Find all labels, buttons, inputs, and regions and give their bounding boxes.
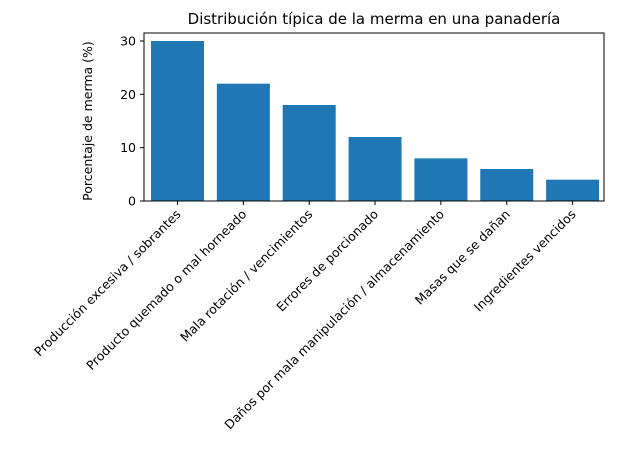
y-tick-label: 20 bbox=[120, 87, 136, 102]
bar bbox=[216, 83, 270, 201]
x-tick-label: Mala rotación / vencimientos bbox=[177, 207, 315, 345]
bar bbox=[414, 158, 468, 201]
bars-group bbox=[151, 41, 600, 201]
x-tick-label: Daños por mala manipulación / almacenami… bbox=[221, 207, 447, 433]
plot-frame bbox=[143, 32, 605, 202]
bar bbox=[348, 137, 402, 201]
y-axis-label: Porcentaje de merma (%) bbox=[80, 41, 95, 201]
bar bbox=[546, 179, 600, 201]
chart-title: Distribución típica de la merma en una p… bbox=[188, 10, 561, 28]
bar bbox=[480, 169, 534, 201]
y-tick-label: 10 bbox=[120, 140, 136, 155]
bar bbox=[282, 105, 336, 201]
y-tick-label: 0 bbox=[128, 194, 136, 209]
x-tick-label: Producción excesiva / sobrantes bbox=[31, 207, 184, 360]
y-tick-label: 30 bbox=[120, 34, 136, 49]
x-axis: Producción excesiva / sobrantesProducto … bbox=[31, 201, 579, 432]
y-axis: 0 10 20 30 bbox=[120, 34, 144, 209]
bar bbox=[151, 41, 204, 201]
